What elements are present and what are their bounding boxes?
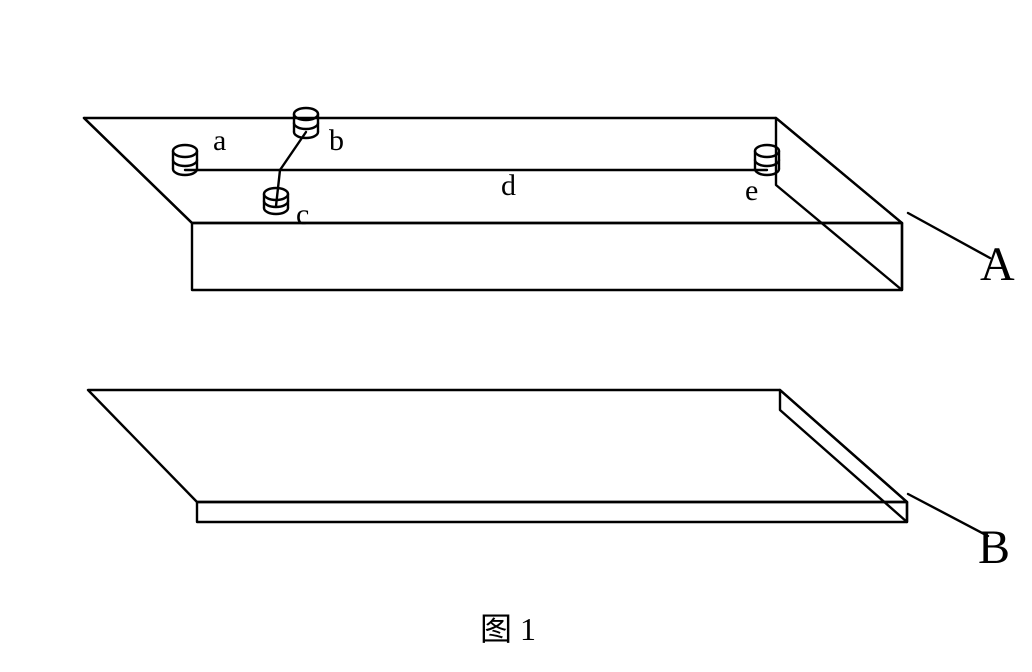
diagram-figure-1: a b c d e A B 图 1	[0, 0, 1032, 672]
slab-a-left-edge	[84, 118, 192, 223]
figure-caption: 图 1	[480, 611, 536, 647]
label-d: d	[501, 169, 516, 202]
label-a: a	[213, 124, 226, 157]
slab-a-front-face	[192, 223, 902, 290]
label-c: c	[296, 198, 309, 231]
slab-a-side-face	[776, 118, 902, 290]
slab-b-top-face	[88, 390, 907, 502]
leader-b	[908, 494, 988, 536]
slab-b-front-face	[197, 502, 907, 522]
label-b: b	[329, 124, 344, 157]
port-c	[264, 188, 288, 214]
label-e: e	[745, 174, 758, 207]
leader-a	[908, 213, 990, 258]
label-big-b: B	[978, 521, 1010, 574]
label-big-a: A	[980, 238, 1015, 291]
